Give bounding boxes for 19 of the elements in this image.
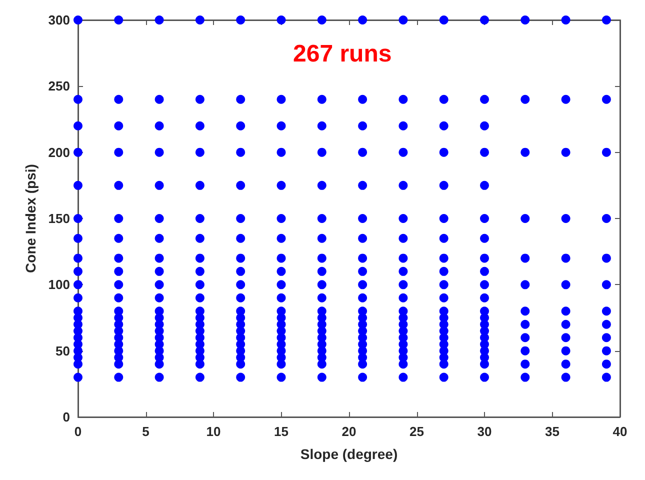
y-tick-label: 200 xyxy=(48,144,70,160)
x-tick-label: 25 xyxy=(410,424,424,439)
x-tick-label: 15 xyxy=(274,424,288,439)
x-tick-label: 30 xyxy=(477,424,492,439)
y-axis-title: Cone Index (psi) xyxy=(22,164,38,273)
x-tick-label: 10 xyxy=(206,424,221,439)
y-tick-label: 100 xyxy=(48,277,70,292)
x-tick-label: 0 xyxy=(74,424,82,439)
annotation: 267 runs xyxy=(293,40,392,68)
y-tick-label: 150 xyxy=(48,211,70,226)
x-tick-label: 35 xyxy=(545,424,560,439)
y-tick-label: 300 xyxy=(48,12,70,28)
y-tick-label: 0 xyxy=(62,410,70,424)
y-tick-label: 250 xyxy=(48,78,70,94)
x-axis-title: Slope (degree) xyxy=(300,446,398,462)
x-tick-label: 5 xyxy=(142,424,150,439)
y-tick-label: 50 xyxy=(56,343,70,358)
x-tick-label: 40 xyxy=(612,424,628,439)
x-tick-label: 20 xyxy=(342,424,356,439)
